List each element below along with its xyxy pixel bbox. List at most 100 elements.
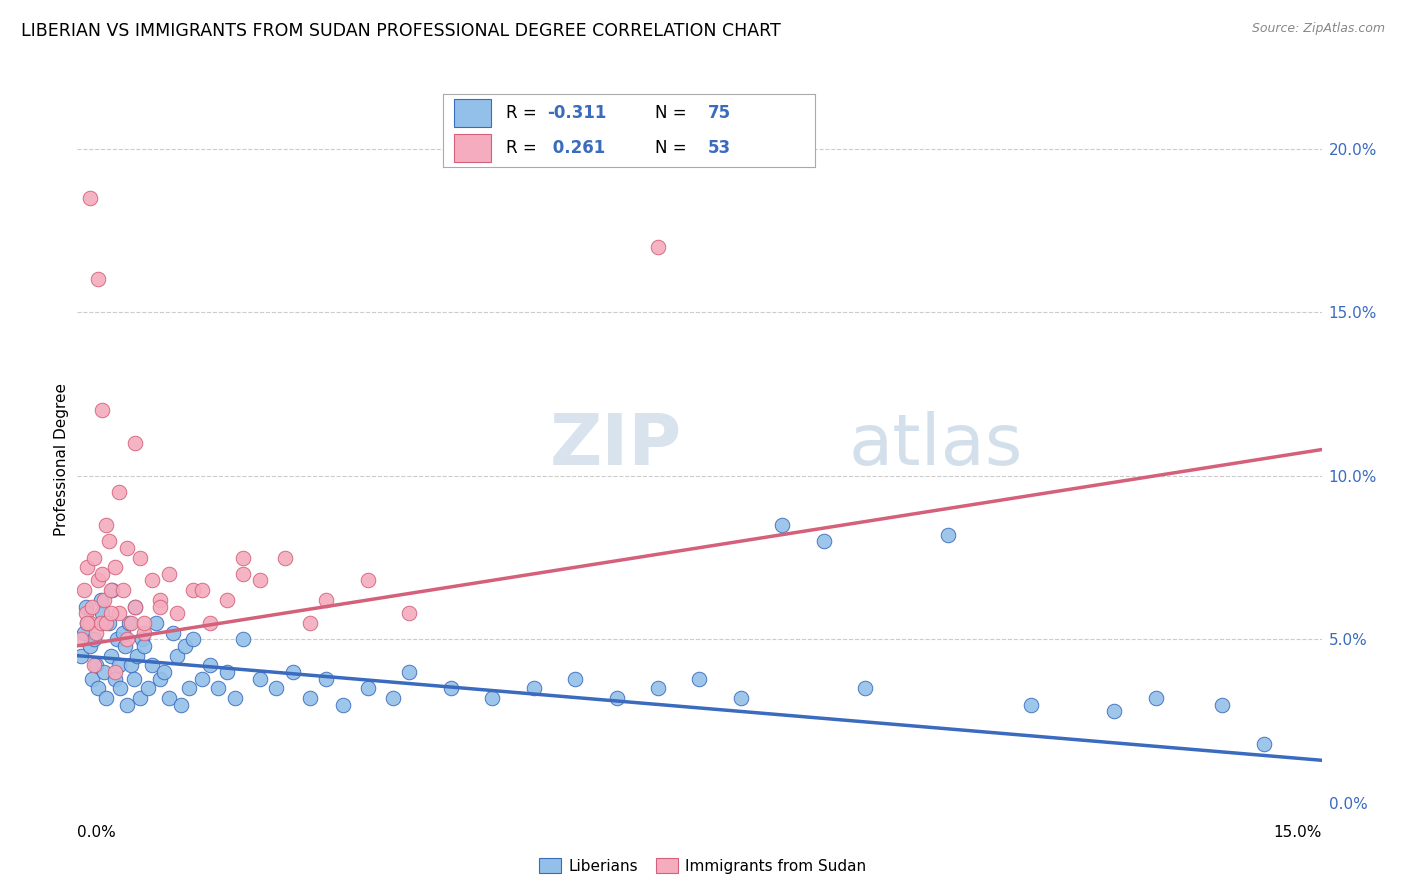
Point [93, 593, 115, 607]
Text: Source: ZipAtlas.com: Source: ZipAtlas.com [1251, 22, 1385, 36]
Point [149, 672, 172, 686]
Point [101, 583, 124, 598]
Point [315, 593, 337, 607]
Point [938, 527, 960, 541]
Text: 0.261: 0.261 [547, 139, 606, 157]
Point [70, 632, 93, 647]
Point [91, 566, 114, 581]
Text: 0.0%: 0.0% [77, 825, 117, 840]
Bar [454, 134, 491, 161]
Point [149, 599, 172, 614]
Point [114, 639, 136, 653]
Point [381, 691, 404, 706]
Point [191, 583, 214, 598]
Point [523, 681, 546, 696]
Point [166, 606, 188, 620]
Point [357, 574, 380, 588]
Point [153, 665, 176, 679]
Point [249, 672, 271, 686]
Point [179, 681, 201, 696]
Point [162, 625, 184, 640]
Point [70, 648, 93, 663]
Point [91, 606, 114, 620]
Point [97, 615, 120, 630]
Point [111, 625, 134, 640]
Point [124, 436, 146, 450]
Point [79, 191, 101, 205]
Point [224, 691, 246, 706]
Point [1104, 704, 1126, 718]
Text: 53: 53 [707, 139, 731, 157]
Point [855, 681, 877, 696]
Point [76, 615, 98, 630]
Point [141, 574, 163, 588]
Point [166, 648, 188, 663]
Text: R =: R = [506, 103, 543, 121]
Point [136, 681, 159, 696]
Point [232, 632, 254, 647]
Point [96, 517, 118, 532]
Point [606, 691, 628, 706]
Point [332, 698, 354, 712]
Point [115, 541, 138, 555]
Point [104, 560, 127, 574]
Point [440, 681, 463, 696]
Point [83, 632, 105, 647]
Point [75, 606, 97, 620]
Point [191, 672, 214, 686]
Point [1253, 737, 1275, 751]
Legend: Liberians, Immigrants from Sudan: Liberians, Immigrants from Sudan [533, 852, 873, 880]
Point [118, 615, 141, 630]
Point [481, 691, 503, 706]
Point [73, 625, 96, 640]
Point [125, 648, 148, 663]
Point [108, 485, 131, 500]
Point [141, 658, 163, 673]
Point [76, 560, 98, 574]
Point [90, 593, 112, 607]
Point [87, 574, 110, 588]
Point [87, 681, 110, 696]
Point [75, 599, 97, 614]
Point [108, 658, 131, 673]
Point [84, 625, 107, 640]
Point [132, 639, 155, 653]
Text: atlas: atlas [849, 411, 1024, 480]
Point [170, 698, 193, 712]
Point [132, 615, 155, 630]
Point [266, 681, 288, 696]
Point [131, 632, 153, 647]
Point [111, 583, 134, 598]
Point [100, 648, 122, 663]
Point [298, 615, 321, 630]
Point [215, 665, 238, 679]
Point [689, 672, 711, 686]
Text: ZIP: ZIP [550, 411, 682, 480]
Point [97, 534, 120, 549]
Point [90, 615, 112, 630]
Point [124, 599, 146, 614]
Point [249, 574, 271, 588]
Point [83, 658, 105, 673]
Point [132, 625, 155, 640]
Text: 75: 75 [707, 103, 731, 121]
Point [120, 615, 142, 630]
Point [198, 658, 221, 673]
Point [183, 632, 205, 647]
Text: LIBERIAN VS IMMIGRANTS FROM SUDAN PROFESSIONAL DEGREE CORRELATION CHART: LIBERIAN VS IMMIGRANTS FROM SUDAN PROFES… [21, 22, 780, 40]
Point [207, 681, 229, 696]
Point [215, 593, 238, 607]
Text: 15.0%: 15.0% [1274, 825, 1322, 840]
Point [564, 672, 586, 686]
Point [281, 665, 304, 679]
Point [315, 672, 337, 686]
Point [298, 691, 321, 706]
Point [108, 606, 131, 620]
Point [1021, 698, 1043, 712]
Point [232, 550, 254, 565]
Point [1211, 698, 1233, 712]
Point [357, 681, 380, 696]
Point [91, 403, 114, 417]
Point [157, 691, 180, 706]
Point [647, 240, 669, 254]
